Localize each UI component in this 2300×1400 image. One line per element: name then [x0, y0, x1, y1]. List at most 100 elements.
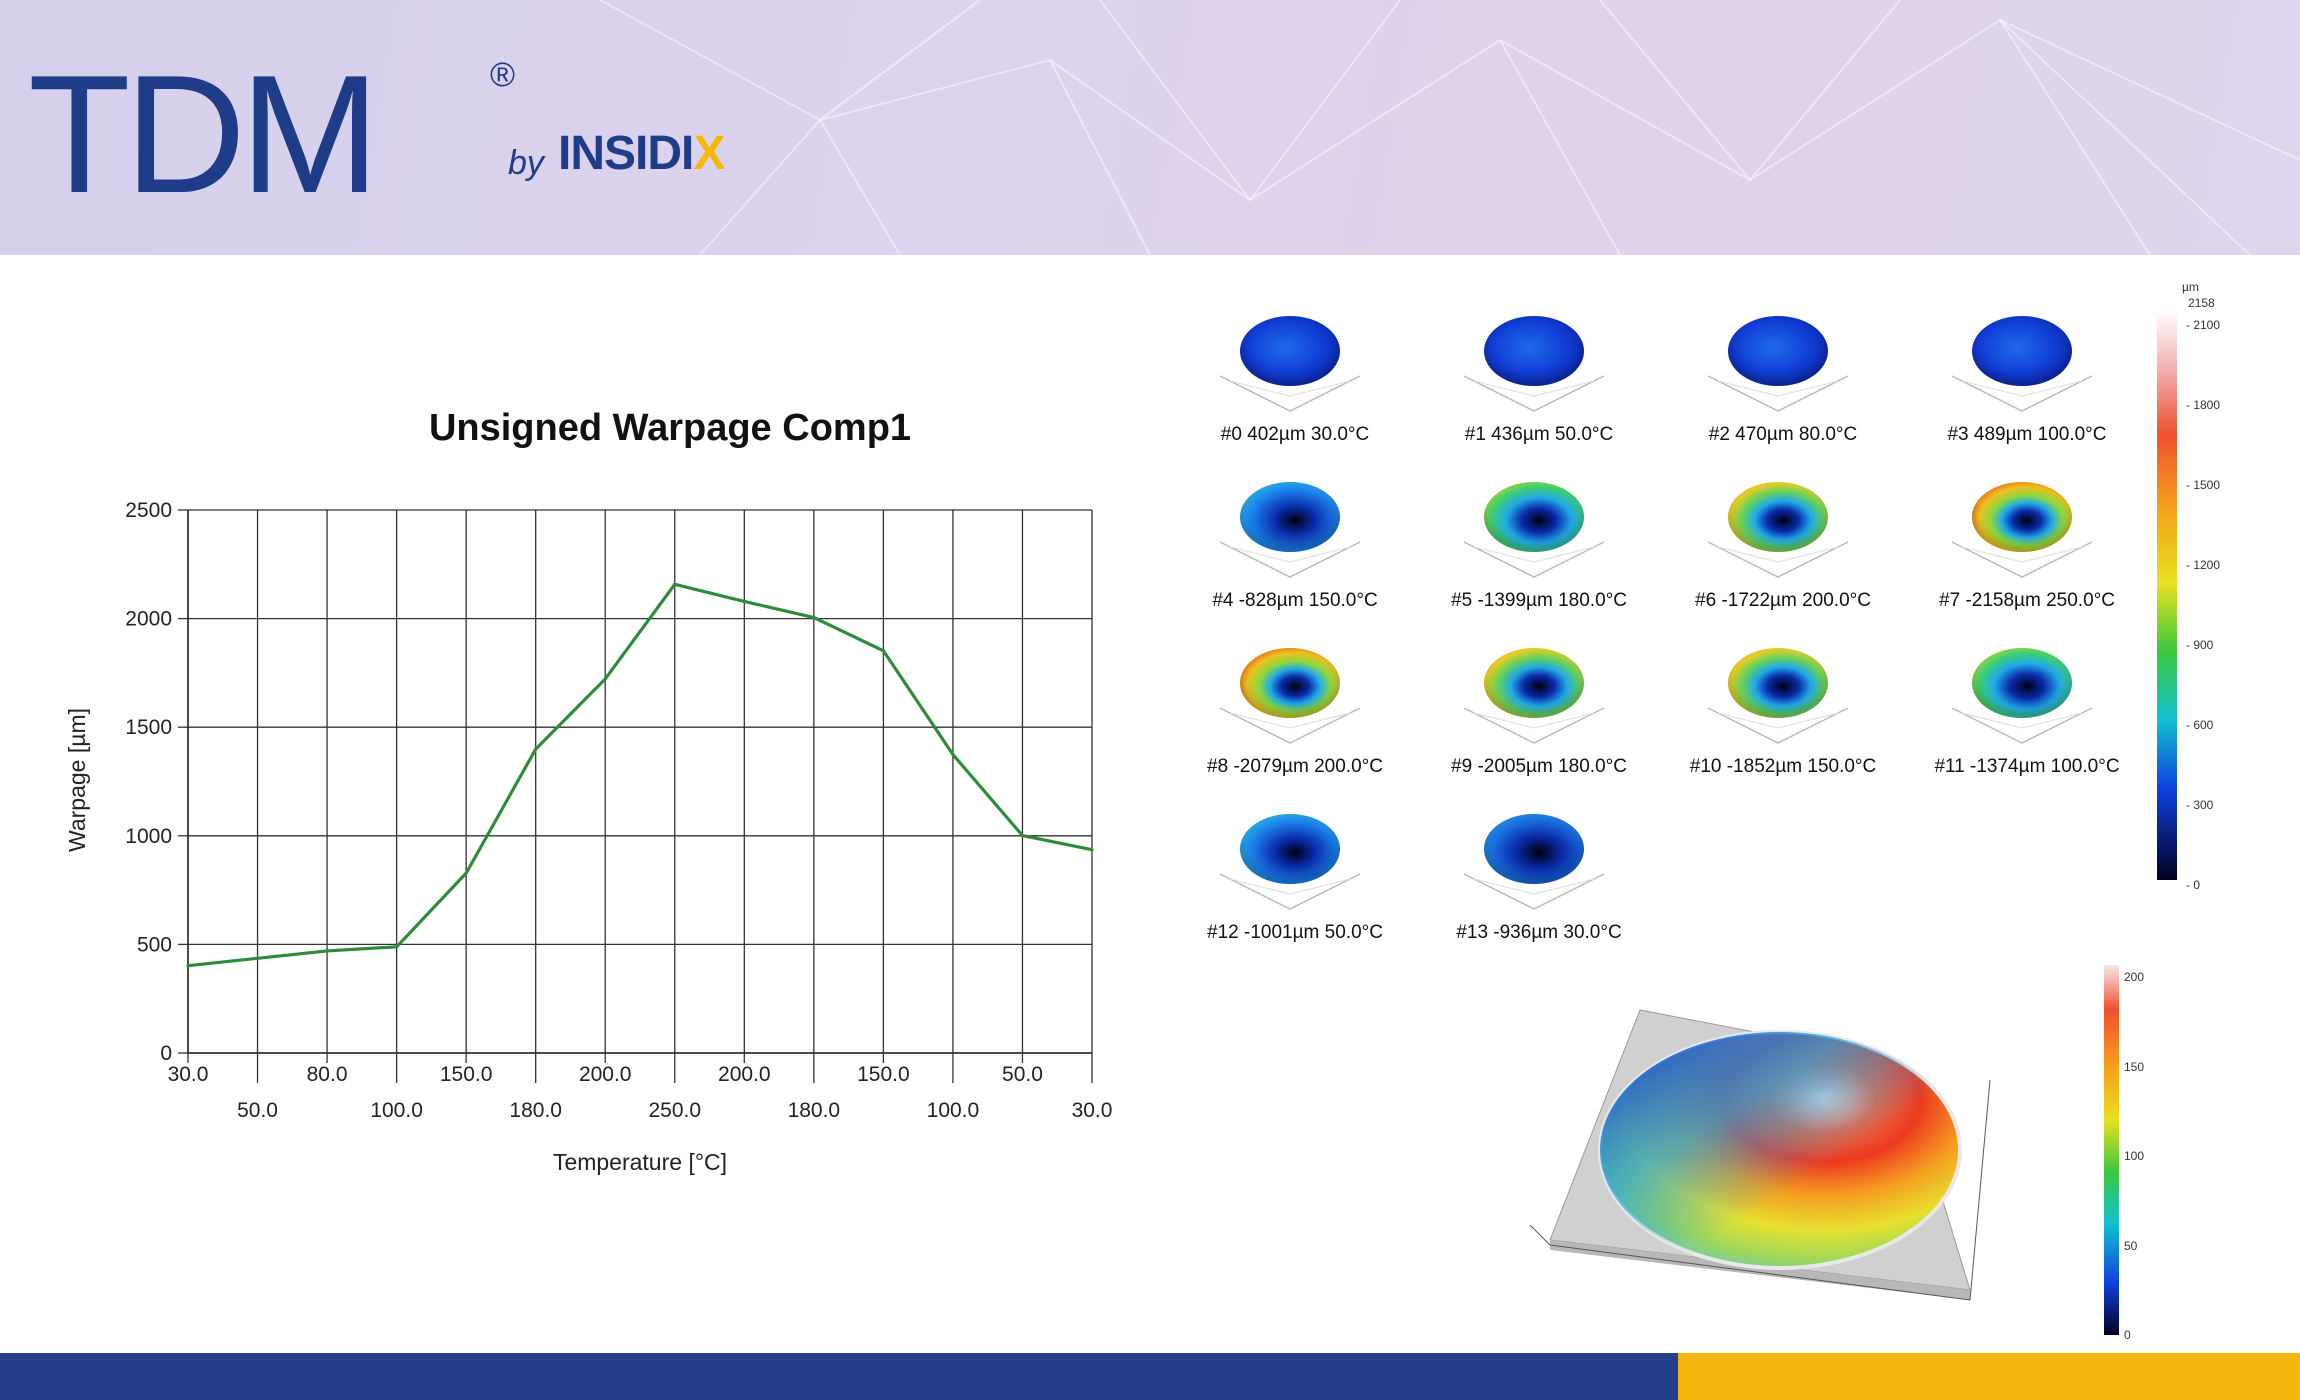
data-point: [881, 649, 885, 653]
thumbnail-base-grid: [1463, 873, 1605, 910]
data-point: [812, 615, 816, 620]
colorbar-bottom-label: 0: [2124, 1328, 2131, 1342]
chart-title: Unsigned Warpage Comp1: [429, 407, 911, 449]
thumbnail-caption: #9 -2005µm 180.0°C: [1451, 756, 1627, 777]
x-tick-label: 180.0: [509, 1099, 562, 1122]
y-tick-label: 0: [160, 1042, 172, 1065]
thumbnail-caption: #10 -1852µm 150.0°C: [1689, 756, 1877, 777]
thumbnail-base-grid: [1219, 707, 1361, 744]
thumbnail-caption: #6 -1722µm 200.0°C: [1695, 590, 1871, 611]
data-point: [951, 752, 955, 757]
x-tick-label: 200.0: [579, 1063, 632, 1086]
warpage-thumbnail: #12 -1001µm 50.0°C: [1180, 814, 1410, 974]
thumbnail-base-grid: [1463, 375, 1605, 412]
colorbar-top-max: 2158: [2188, 296, 2215, 310]
y-tick-label: 2000: [125, 608, 172, 631]
thumbnail-caption: #2 470µm 80.0°C: [1708, 424, 1858, 445]
data-point: [255, 956, 260, 960]
y-tick-label: 500: [137, 933, 172, 956]
thumbnail-caption: #7 -2158µm 250.0°C: [1939, 590, 2115, 611]
thumbnail-wafer: [1728, 482, 1828, 552]
warpage-thumbnail: #2 470µm 80.0°C: [1668, 316, 1898, 476]
colorbar-top-label: - 1800: [2186, 398, 2221, 412]
x-tick-label: 50.0: [1002, 1063, 1043, 1086]
data-point: [603, 677, 607, 681]
warpage-thumbnail: #11 -1374µm 100.0°C: [1912, 648, 2142, 808]
thumbnail-wafer: [1728, 316, 1828, 386]
thumbnail-wafer: [1484, 814, 1584, 884]
data-point: [186, 964, 190, 968]
x-axis: 30.0 50.0 80.0 100.0 150.0 180.0 200.0 250.0 200…: [168, 1052, 1112, 1122]
colorbar-top-label: - 900: [2186, 638, 2214, 652]
warpage-thumbnail: #13 -936µm 30.0°C: [1424, 814, 1654, 974]
thumbnail-caption: #5 -1399µm 180.0°C: [1451, 590, 1627, 611]
registered-mark: ®: [490, 56, 516, 94]
x-tick-label: 150.0: [857, 1063, 910, 1086]
x-tick-label: 150.0: [440, 1063, 493, 1086]
thumbnail-caption: #12 -1001µm 50.0°C: [1207, 922, 1383, 943]
warpage-thumbnail: #1 436µm 50.0°C: [1424, 316, 1654, 476]
thumbnail-wafer: [1728, 648, 1828, 718]
x-tick-label: 50.0: [237, 1099, 278, 1122]
colorbar-top-label: - 1500: [2186, 478, 2221, 492]
header-banner: TDM ® by INSIDIX: [0, 0, 2300, 255]
colorbar-bottom-label: 100: [2124, 1149, 2145, 1163]
data-point: [673, 582, 677, 586]
warpage-thumbnail: #10 -1852µm 150.0°C: [1668, 648, 1898, 808]
logo-insidix-main: INSIDI: [558, 127, 694, 180]
footer-bar-blue: [0, 1353, 1678, 1400]
thumbnail-wafer: [1972, 482, 2072, 552]
thumbnail-caption: #4 -828µm 150.0°C: [1212, 590, 1378, 611]
wafer-axis-ticks: [1529, 1079, 1991, 1301]
x-tick-label: 80.0: [307, 1063, 348, 1086]
thumbnail-wafer: [1484, 316, 1584, 386]
network-background: [599, 0, 2300, 255]
thumbnail-base-grid: [1463, 541, 1605, 578]
warpage-thumbnail: #4 -828µm 150.0°C: [1180, 482, 1410, 642]
y-tick-label: 2500: [125, 499, 172, 522]
thumbnail-wafer: [1240, 316, 1340, 386]
y-axis: 0 500 1000 1500 2000 2500: [125, 499, 189, 1065]
warpage-thumbnail: #3 489µm 100.0°C: [1912, 316, 2142, 476]
warpage-chart: Unsigned Warpage Comp1 0 500 1000 1500 2000 2…: [64, 407, 1112, 1175]
data-point: [1020, 833, 1025, 838]
wafer-base-edge: [1550, 1240, 1970, 1300]
thumbnail-wafer: [1240, 648, 1340, 718]
wafer-3d-plot: [1529, 1009, 1991, 1301]
warpage-thumbnail: #8 -2079µm 200.0°C: [1180, 648, 1410, 808]
x-tick-label: 100.0: [927, 1099, 980, 1122]
thumbnail-base-grid: [1951, 541, 2093, 578]
data-point: [742, 599, 746, 604]
logo-insidix-x: X: [693, 127, 725, 180]
chart-grid: [187, 509, 1093, 1054]
thumbnail-caption: #11 -1374µm 100.0°C: [1934, 756, 2120, 777]
warpage-thumbnail: #5 -1399µm 180.0°C: [1424, 482, 1654, 642]
data-point: [1090, 848, 1094, 852]
logo-tdm: TDM: [28, 40, 380, 228]
warpage-thumbnail: #7 -2158µm 250.0°C: [1912, 482, 2142, 642]
thumbnail-base-grid: [1707, 375, 1849, 412]
data-point: [395, 945, 399, 949]
y-tick-label: 1500: [125, 716, 172, 739]
colorbar-bottom-label: 200: [2124, 970, 2145, 984]
colorbar-bottom-gradient: [2104, 965, 2119, 1335]
thumbnail-base-grid: [1707, 541, 1849, 578]
thumbnail-wafer: [1972, 648, 2072, 718]
thumbnail-wafer: [1972, 316, 2072, 386]
thumbnail-base-grid: [1463, 707, 1605, 744]
colorbar-top-label: - 600: [2186, 718, 2214, 732]
logo-by: by: [508, 144, 544, 182]
thumbnail-base-grid: [1219, 873, 1361, 910]
thumbnail-caption: #1 436µm 50.0°C: [1464, 424, 1614, 445]
x-tick-label: 100.0: [370, 1099, 423, 1122]
series-layer: [186, 582, 1094, 968]
footer-bar-yellow: [1678, 1353, 2300, 1400]
data-point: [325, 949, 329, 953]
x-axis-label: Temperature [°C]: [553, 1149, 727, 1175]
thumbnail-base-grid: [1951, 707, 2093, 744]
thumbnail-base-grid: [1219, 541, 1361, 578]
thumbnail-wafer: [1240, 814, 1340, 884]
warpage-thumbnail: #0 402µm 30.0°C: [1180, 316, 1410, 476]
thumbnail-caption: #13 -936µm 30.0°C: [1456, 922, 1622, 943]
thumbnail-caption: #0 402µm 30.0°C: [1220, 424, 1370, 445]
